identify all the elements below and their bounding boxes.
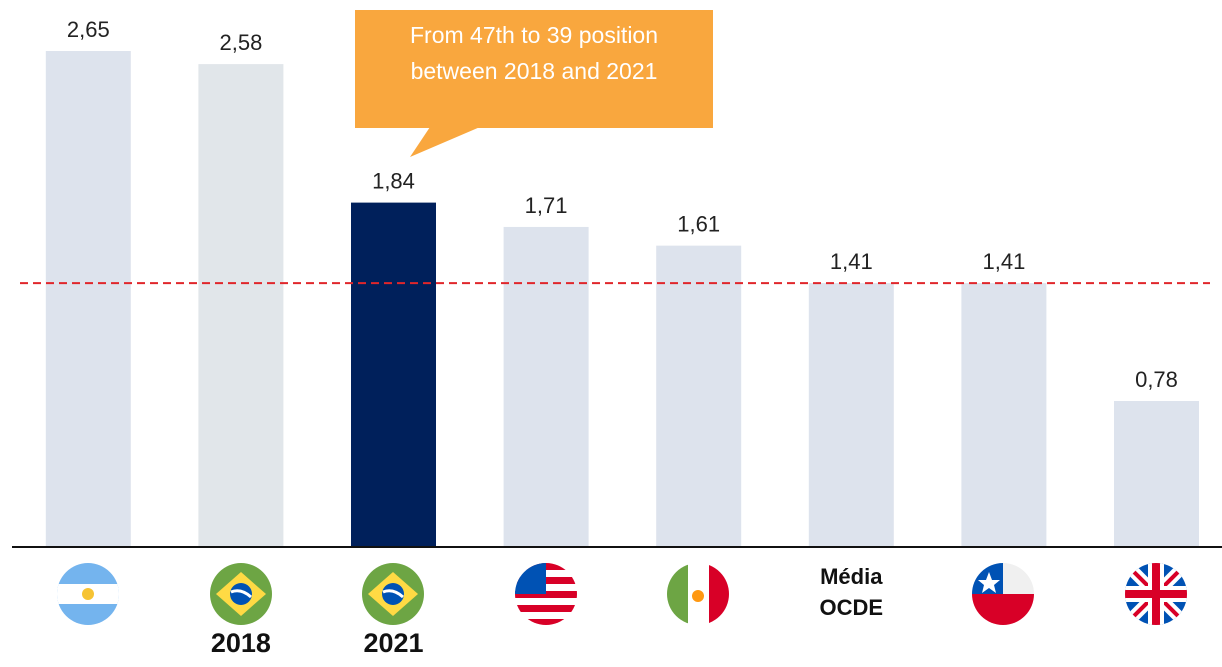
- bar: [656, 245, 742, 547]
- value-label: 2,58: [219, 30, 262, 55]
- value-label: 1,71: [525, 193, 568, 218]
- value-label: 1,41: [830, 249, 873, 274]
- bar: [961, 283, 1047, 547]
- x-tick-label: Média OCDE: [819, 564, 884, 620]
- flag-usa: [515, 563, 577, 625]
- value-label: 2,65: [67, 17, 110, 42]
- flag-brazil: [210, 563, 272, 625]
- bar: [351, 202, 436, 547]
- bar: [808, 283, 894, 547]
- value-label: 1,41: [982, 249, 1025, 274]
- bar: [1114, 401, 1199, 547]
- value-label: 1,61: [677, 212, 720, 237]
- value-label: 1,84: [372, 169, 415, 194]
- annotation: From 47th to 39 position between 2018 an…: [409, 22, 659, 84]
- flag-brazil: [362, 563, 424, 625]
- flag-chile: [972, 563, 1034, 625]
- x-tick-label: 2021: [363, 628, 423, 658]
- bar: [45, 51, 131, 547]
- bar: [503, 226, 589, 547]
- flag-uk: [1125, 563, 1187, 625]
- callout-pointer: [410, 127, 480, 157]
- value-label: 0,78: [1135, 367, 1178, 392]
- bar: [198, 64, 284, 548]
- callout-box: [355, 10, 713, 128]
- flag-mexico: [667, 563, 729, 625]
- x-tick-label: 2018: [211, 628, 271, 658]
- flag-argentina: [57, 563, 119, 625]
